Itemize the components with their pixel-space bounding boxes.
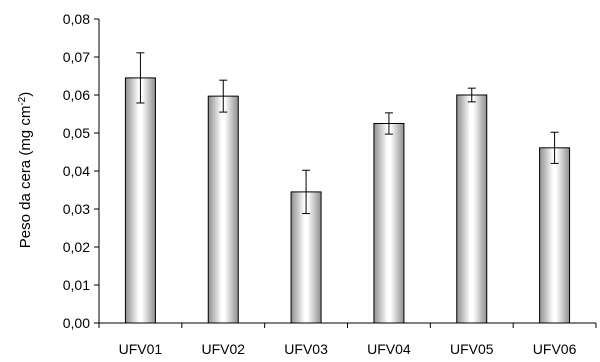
y-tick-label: 0,03 bbox=[63, 201, 90, 217]
x-tick-label-ufv01: UFV01 bbox=[119, 341, 163, 357]
plot-area: UFV01 UFV02 UFV03 UFV04 UFV05 UFV06 0,00 0,01 0,… bbox=[63, 11, 597, 357]
y-tick-label: 0,07 bbox=[63, 49, 90, 65]
x-tick-label-ufv06: UFV06 bbox=[533, 341, 577, 357]
y-tick-label: 0,06 bbox=[63, 87, 90, 103]
y-tick-label: 0,01 bbox=[63, 277, 90, 293]
bar-ufv02 bbox=[207, 95, 239, 324]
y-tick-label: 0,00 bbox=[63, 315, 90, 331]
y-axis-title: Peso da cera (mg cm-2) bbox=[17, 92, 34, 248]
y-tick-label: 0,02 bbox=[63, 239, 90, 255]
bar-ufv05 bbox=[456, 94, 488, 324]
x-tick-label-ufv05: UFV05 bbox=[450, 341, 494, 357]
bar-ufv06 bbox=[539, 147, 571, 324]
y-axis-title-close: ) bbox=[17, 92, 34, 97]
y-axis-title-superscript: -2 bbox=[17, 96, 28, 105]
bar-ufv01 bbox=[124, 77, 156, 324]
x-tick-label-ufv03: UFV03 bbox=[284, 341, 328, 357]
x-tick-label-ufv04: UFV04 bbox=[367, 341, 411, 357]
bar-ufv04 bbox=[373, 123, 405, 324]
x-tick-label-ufv02: UFV02 bbox=[201, 341, 245, 357]
y-tick-label: 0,08 bbox=[63, 11, 90, 27]
y-tick-label: 0,04 bbox=[63, 163, 90, 179]
y-tick-label: 0,05 bbox=[63, 125, 90, 141]
